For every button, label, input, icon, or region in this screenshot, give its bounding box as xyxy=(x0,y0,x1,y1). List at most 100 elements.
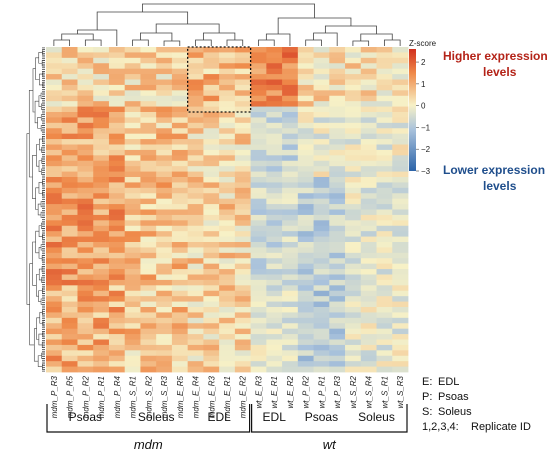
heatmap-cell xyxy=(376,258,393,265)
heatmap-cell xyxy=(392,290,409,297)
heatmap-cell xyxy=(203,63,220,70)
heatmap-cell xyxy=(156,312,173,319)
heatmap-cell xyxy=(219,285,236,292)
heatmap-cell xyxy=(313,285,330,292)
heatmap-cell xyxy=(203,84,220,91)
heatmap-cell xyxy=(266,166,283,172)
heatmap-cell xyxy=(297,128,314,135)
heatmap-cell xyxy=(61,171,78,178)
dendrogram-branch xyxy=(96,11,189,30)
heatmap-cell xyxy=(140,366,157,373)
heatmap-cell xyxy=(234,252,252,259)
column-label: wt_S_R3 xyxy=(396,375,405,408)
heatmap-cell xyxy=(345,269,362,275)
heatmap-cell xyxy=(250,252,267,259)
heatmap-cell xyxy=(250,285,267,292)
heatmap-cell xyxy=(266,225,283,232)
heatmap-cell xyxy=(124,279,141,286)
heatmap-cell xyxy=(124,350,141,357)
heatmap-cell xyxy=(203,187,220,194)
heatmap-cell xyxy=(187,236,204,243)
heatmap-cell xyxy=(266,63,283,70)
heatmap-cell xyxy=(124,90,141,97)
heatmap-cell xyxy=(234,193,252,200)
heatmap-cell xyxy=(77,220,94,227)
column-label: mdm_P_R3 xyxy=(50,375,59,418)
heatmap-cell xyxy=(392,155,409,162)
heatmap-cell xyxy=(93,350,110,357)
heatmap-cell xyxy=(46,204,63,210)
heatmap-cell xyxy=(392,122,409,129)
heatmap-cell xyxy=(345,198,362,205)
heatmap-cell xyxy=(250,274,267,281)
heatmap-cell xyxy=(266,187,283,194)
genotype-label: wt xyxy=(323,437,337,452)
heatmap-cell xyxy=(376,57,393,64)
heatmap-cell xyxy=(46,285,63,292)
heatmap-cell xyxy=(156,133,173,140)
heatmap-cell xyxy=(140,95,157,102)
heatmap-cell xyxy=(282,279,299,286)
heatmap-cell xyxy=(124,344,141,351)
heatmap-cell xyxy=(61,328,78,335)
heatmap-cell xyxy=(392,339,409,346)
heatmap-cell xyxy=(187,344,204,351)
heatmap-cell xyxy=(297,209,314,216)
heatmap-cell xyxy=(360,166,377,172)
heatmap-cell xyxy=(250,279,267,286)
heatmap-cell xyxy=(108,57,126,64)
heatmap-cell xyxy=(61,214,78,221)
heatmap-cell xyxy=(266,312,283,319)
heatmap-cell xyxy=(234,242,252,248)
heatmap-cell xyxy=(61,84,78,91)
heatmap-cell xyxy=(140,149,157,156)
heatmap-cell xyxy=(93,90,110,97)
heatmap-cell xyxy=(329,160,346,167)
heatmap-cell xyxy=(282,47,299,53)
column-label: wt_E_R1 xyxy=(270,376,279,408)
heatmap-cell xyxy=(77,133,94,140)
heatmap-cell xyxy=(46,312,63,319)
heatmap-cell xyxy=(219,350,236,357)
column-label: mdm_E_R2 xyxy=(239,375,248,418)
heatmap-cell xyxy=(93,204,110,210)
heatmap-cell xyxy=(345,225,362,232)
heatmap-cell xyxy=(297,269,314,275)
heatmap-cell xyxy=(234,290,252,297)
heatmap-cell xyxy=(297,274,314,281)
heatmap-cell xyxy=(266,52,283,59)
heatmap-cell xyxy=(187,269,204,275)
heatmap-cell xyxy=(219,68,236,75)
heatmap-cell xyxy=(376,155,393,162)
heatmap-cell xyxy=(124,236,141,243)
heatmap-cell xyxy=(360,139,377,145)
heatmap-cell xyxy=(282,187,299,194)
heatmap-cell xyxy=(203,74,220,80)
heatmap-cell xyxy=(171,139,189,145)
heatmap-cell xyxy=(360,236,377,243)
heatmap-cell xyxy=(250,301,267,308)
heatmap-cell xyxy=(108,220,126,227)
heatmap-cell xyxy=(46,47,63,53)
heatmap-cell xyxy=(297,231,314,237)
heatmap-cell xyxy=(93,68,110,75)
heatmap-cell xyxy=(250,47,267,53)
heatmap-cell xyxy=(61,361,78,367)
heatmap-cell xyxy=(61,247,78,254)
heatmap-cell xyxy=(219,231,236,237)
heatmap-cell xyxy=(392,252,409,259)
heatmap-cell xyxy=(61,279,78,286)
heatmap-cell xyxy=(187,177,204,183)
heatmap-cell xyxy=(345,220,362,227)
heatmap-cell xyxy=(234,204,252,210)
heatmap-cell xyxy=(392,90,409,97)
heatmap-cell xyxy=(46,214,63,221)
heatmap-cell xyxy=(297,193,314,200)
heatmap-cell xyxy=(297,122,314,129)
heatmap-cell xyxy=(203,317,220,324)
heatmap-cell xyxy=(282,155,299,162)
heatmap-cell xyxy=(250,307,267,313)
heatmap-cell xyxy=(93,225,110,232)
heatmap-cell xyxy=(345,160,362,167)
heatmap-cell xyxy=(392,209,409,216)
